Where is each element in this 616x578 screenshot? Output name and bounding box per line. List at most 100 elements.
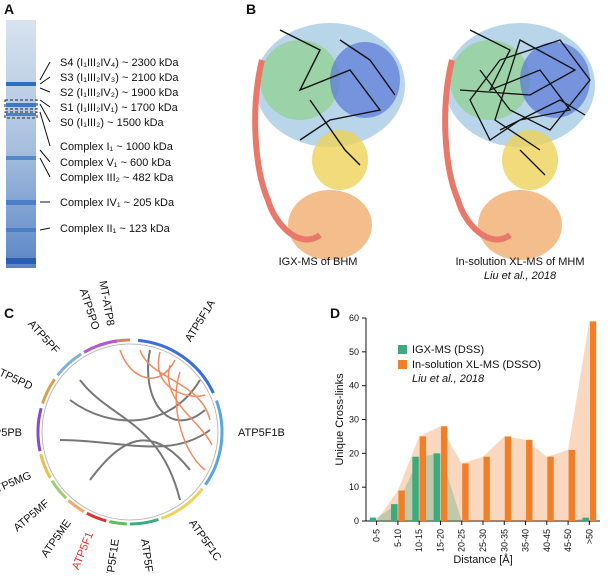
caption: IGX-MS of BHM [279, 256, 358, 268]
gene-label: ATP5F1 [70, 530, 96, 571]
bar [419, 436, 427, 521]
bar [433, 453, 440, 521]
gene-label: ATP5F1A [183, 297, 218, 344]
y-tick-label: 60 [349, 313, 359, 323]
citation: Liu et al., 2018 [484, 270, 557, 282]
bar-chart: 0 10 20 30 40 50 60 Unique Cross-links Distance … [334, 313, 600, 566]
x-tick-label: 40-45 [542, 529, 552, 552]
bar [547, 456, 554, 521]
y-tick-label: 0 [354, 516, 359, 526]
legend-label: IGX-MS (DSS) [412, 344, 484, 356]
y-tick-label: 50 [349, 347, 359, 357]
gene-arc [56, 352, 83, 377]
gene-label: ATP5ME [39, 518, 74, 560]
legend-swatch [398, 345, 407, 354]
band-label: Complex I₁ ~ 1000 kDa [60, 141, 174, 153]
band-connector [39, 103, 51, 123]
band-connector [39, 61, 51, 81]
gene-label: ATP5F1B [238, 427, 285, 439]
gene-arc [50, 479, 68, 500]
band-label: S4 (I₁III₂IV₄) ~ 2300 kDa [60, 57, 179, 69]
x-tick-label: 45-50 [563, 529, 573, 552]
y-tick-label: 20 [349, 448, 359, 458]
bar [504, 436, 512, 521]
bar [483, 456, 490, 521]
legend-citation: Liu et al., 2018 [412, 373, 485, 385]
gel [4, 20, 38, 268]
band-connector [39, 76, 51, 85]
bar [589, 321, 597, 521]
gene-arc [86, 511, 107, 523]
gene-arc [41, 378, 56, 405]
band-label: Complex IV₁ ~ 205 kDa [60, 197, 175, 209]
x-tick-label: 20-25 [457, 529, 467, 552]
gene-arc [67, 499, 85, 513]
gene-label: ATP5F1D [138, 538, 156, 573]
gene-label: ATP5PO [77, 287, 102, 332]
panel-label: D [330, 305, 340, 321]
panel-label: C [4, 305, 14, 321]
band-connector [39, 157, 51, 178]
bar [568, 449, 575, 521]
band-label: S1 (I₁III₂IV₁) ~ 1700 kDa [60, 102, 179, 114]
gene-label: ATP5F1C [186, 518, 223, 564]
x-tick-label: 5-10 [393, 529, 403, 547]
gene-label: ATP5MF [11, 497, 52, 534]
density-area [376, 321, 590, 521]
gene-arc [204, 400, 224, 486]
legend-swatch [398, 360, 407, 369]
gene-arc [137, 338, 215, 394]
x-tick-label: 0-5 [372, 529, 382, 542]
y-tick-label: 10 [349, 482, 359, 492]
gene-arc [129, 518, 159, 526]
band-label: Complex V₁ ~ 600 kDa [60, 157, 172, 169]
band-label: S3 (I₁III₂IV₃) ~ 2100 kDa [60, 72, 179, 84]
structure-left [252, 23, 405, 260]
x-tick-label: 10-15 [414, 529, 424, 552]
caption: In-solution XL-MS of MHM [456, 256, 585, 268]
gene-arc [36, 407, 43, 452]
x-tick-label: 25-30 [478, 529, 488, 552]
gene-label: ATP5PD [0, 364, 34, 393]
bar [412, 456, 419, 521]
panel-label: A [4, 1, 14, 17]
gene-label: ATP5PF [25, 318, 61, 357]
gene-label: ATP5PB [0, 427, 22, 439]
gene-arc [160, 487, 204, 520]
x-tick-label: 15-20 [435, 529, 445, 552]
x-tick-label: 35-40 [521, 529, 531, 552]
bar [391, 504, 398, 521]
x-tick-label: >50 [584, 529, 594, 544]
band-connector [39, 227, 51, 231]
band-connector [39, 149, 51, 163]
band-connector [39, 87, 51, 93]
y-tick-label: 30 [349, 415, 359, 425]
band-label: S0 (I₁III₂) ~ 1500 kDa [60, 117, 165, 129]
structure-right [442, 23, 595, 260]
gene-arc [83, 339, 118, 354]
band-label: Complex II₁ ~ 123 kDa [60, 223, 171, 235]
band-connector [39, 111, 51, 147]
y-tick-label: 40 [349, 381, 359, 391]
band-label: S2 (I₁III₂IV₂) ~ 1900 kDa [60, 87, 179, 99]
band-connector [39, 99, 51, 108]
bar [440, 426, 448, 521]
circos-plot: MT-ATP8 ATP5F1AATP5F1BATP5F1CATP5F1DATP5F… [0, 280, 285, 578]
density-area [376, 453, 590, 521]
gene-label: ATP5F1E [103, 538, 121, 573]
x-axis-label: Distance [Å] [453, 553, 512, 566]
band-label: Complex III₂ ~ 482 kDa [60, 172, 174, 184]
y-axis-label: Unique Cross-links [334, 373, 346, 466]
bar [526, 439, 533, 521]
panel-label: B [246, 1, 256, 17]
gene-arc [108, 520, 127, 526]
bar [582, 517, 589, 521]
gene-arc [39, 453, 52, 479]
bar [462, 463, 469, 521]
gene-label: ATP5MG [0, 470, 33, 498]
bar [369, 517, 377, 521]
x-tick-label: 30-35 [499, 529, 509, 552]
legend-label: In-solution XL-MS (DSSO) [412, 359, 541, 371]
bar [398, 490, 405, 521]
